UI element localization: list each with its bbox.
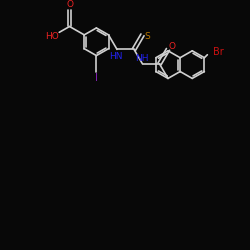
Text: I: I [95,73,98,83]
Text: S: S [144,32,150,41]
Text: HN: HN [109,52,123,61]
Text: O: O [168,42,175,51]
Text: NH: NH [135,54,148,64]
Text: Br: Br [213,47,224,57]
Text: HO: HO [45,32,59,41]
Text: O: O [66,0,73,9]
